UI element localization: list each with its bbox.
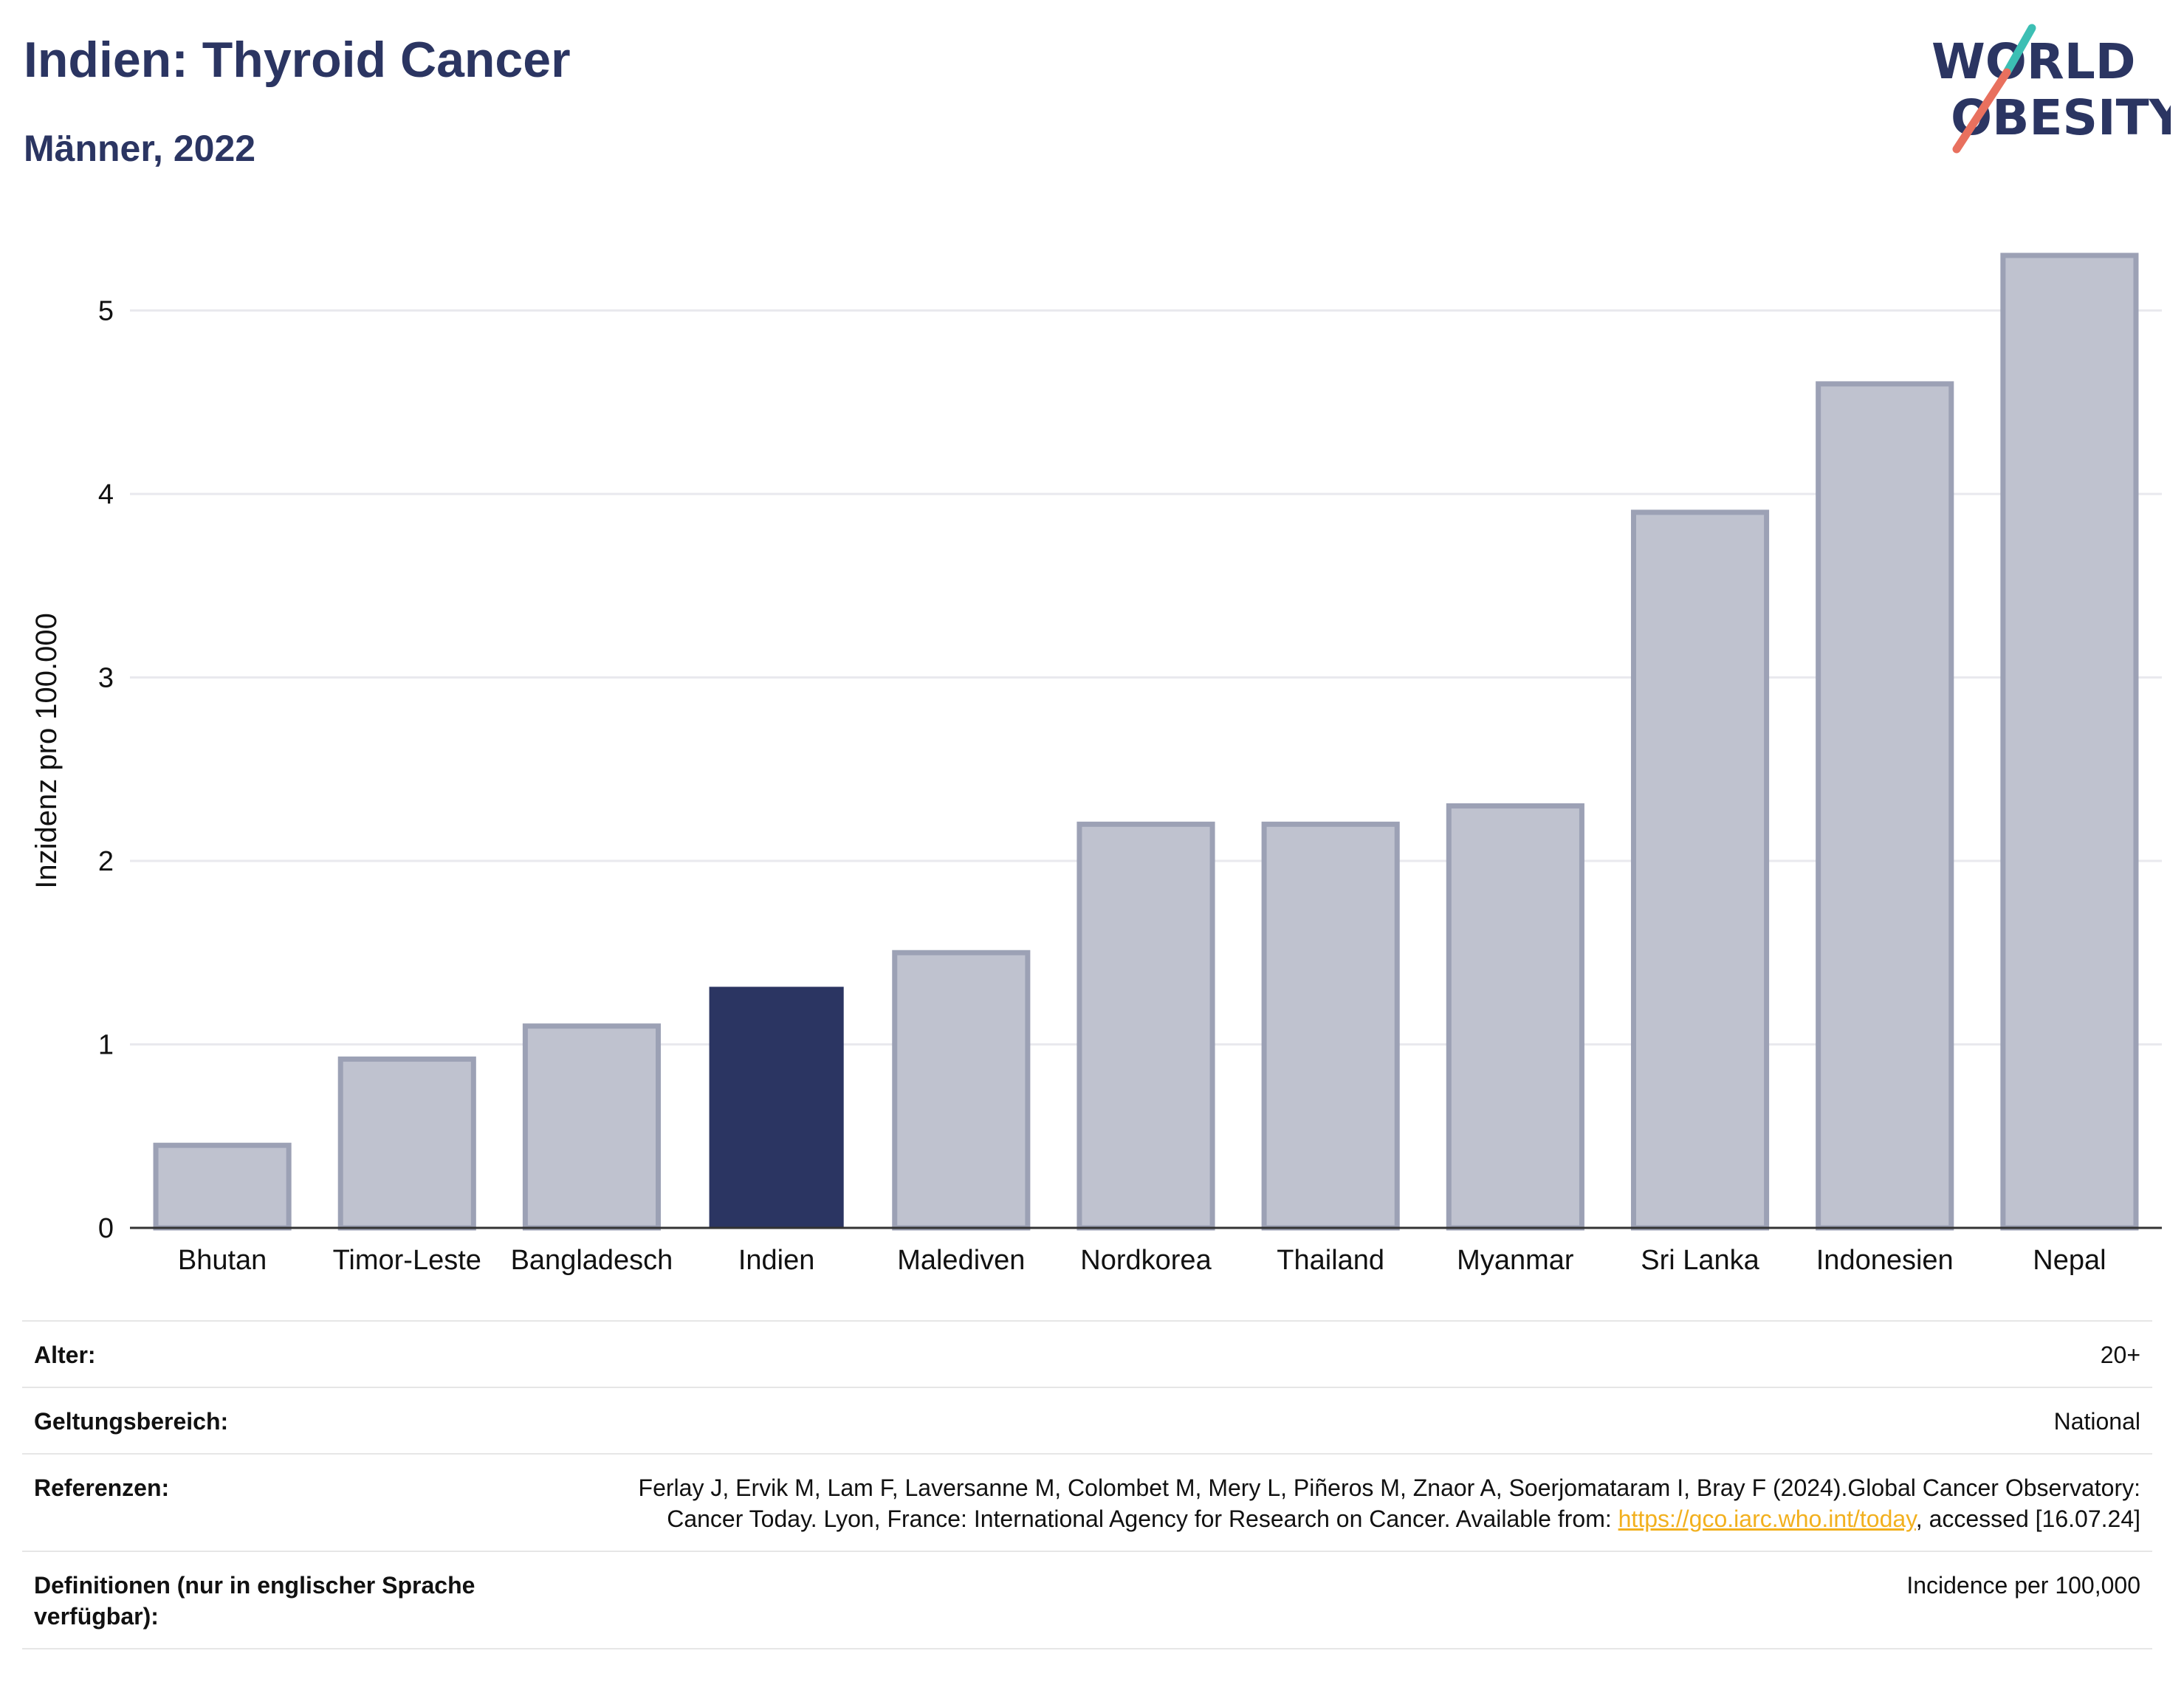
scope-value: National (2053, 1408, 2140, 1435)
bar-thailand (1261, 821, 1400, 1231)
bar-chart: 0 1 2 3 4 5 Bhutan Timor-Leste Bangladesch Indie… (30, 253, 2162, 1276)
logo-slash-teal (2002, 24, 2036, 77)
metadata-table: Alter: 20+ Geltungsbereich: National Ref… (22, 1320, 2152, 1649)
bar-nordkorea (1076, 821, 1215, 1231)
references-link[interactable]: https://gco.iarc.who.int/today (1618, 1506, 1916, 1532)
x-tick-label: Bangladesch (511, 1245, 673, 1276)
page-subtitle: Männer, 2022 (24, 128, 256, 169)
bar-sri-lanka (1630, 509, 1770, 1231)
y-tick-label: 0 (98, 1213, 114, 1244)
meta-row-age: Alter: 20+ (22, 1320, 2152, 1387)
meta-row-definitions: Definitionen (nur in englischer Sprache … (22, 1551, 2152, 1649)
references-accessed: , accessed [16.07.24] (1915, 1506, 2140, 1532)
bar-nepal (2000, 253, 2139, 1231)
x-tick-label: Indien (738, 1245, 815, 1276)
x-tick-label: Nepal (2033, 1245, 2106, 1276)
x-tick-label: Nordkorea (1080, 1245, 1212, 1276)
bar-bangladesch (522, 1023, 662, 1231)
logo-slash-coral (1952, 68, 2011, 154)
y-tick-label: 1 (98, 1030, 114, 1061)
bars (153, 253, 2139, 1231)
bar-bhutan (153, 1142, 292, 1231)
definitions-value: Incidence per 100,000 (1906, 1572, 2140, 1599)
y-tick-label: 5 (98, 296, 114, 327)
bar-malediven (892, 950, 1031, 1231)
y-axis-label: Inzidenz pro 100.000 (30, 613, 63, 889)
x-tick-label: Thailand (1277, 1245, 1384, 1276)
x-tick-label: Timor-Leste (333, 1245, 481, 1276)
meta-row-references: Referenzen: Ferlay J, Ervik M, Lam F, La… (22, 1453, 2152, 1551)
scope-label: Geltungsbereich: (34, 1408, 229, 1435)
references-text: Ferlay J, Ervik M, Lam F, Laversanne M, … (638, 1474, 2140, 1532)
bar-timor-leste (337, 1056, 476, 1231)
x-tick-labels: Bhutan Timor-Leste Bangladesch Indien Maledi… (178, 1245, 2106, 1276)
bar-indien (709, 986, 844, 1229)
bar-indonesien (1816, 381, 1954, 1231)
y-tick-label: 2 (98, 846, 114, 877)
references-label: Referenzen: (34, 1474, 170, 1501)
x-tick-label: Myanmar (1457, 1245, 1574, 1276)
x-tick-label: Indonesien (1816, 1245, 1954, 1276)
page-title: Indien: Thyroid Cancer (24, 32, 571, 88)
age-value: 20+ (2100, 1342, 2140, 1368)
y-tick-label: 4 (98, 479, 114, 510)
age-label: Alter: (34, 1342, 96, 1368)
x-tick-label: Sri Lanka (1641, 1245, 1759, 1276)
definitions-label: Definitionen (nur in englischer Sprache … (34, 1572, 475, 1630)
x-tick-label: Bhutan (178, 1245, 267, 1276)
logo-text-world: WORLD (1931, 33, 2136, 90)
x-tick-label: Malediven (897, 1245, 1025, 1276)
meta-row-scope: Geltungsbereich: National (22, 1387, 2152, 1453)
references-value: Ferlay J, Ervik M, Lam F, Laversanne M, … (590, 1472, 2140, 1534)
bar-myanmar (1446, 803, 1584, 1231)
y-tick-labels: 0 1 2 3 4 5 (98, 296, 114, 1245)
world-obesity-logo: WORLD OBESITY (1931, 24, 2171, 154)
y-tick-label: 3 (98, 663, 114, 694)
